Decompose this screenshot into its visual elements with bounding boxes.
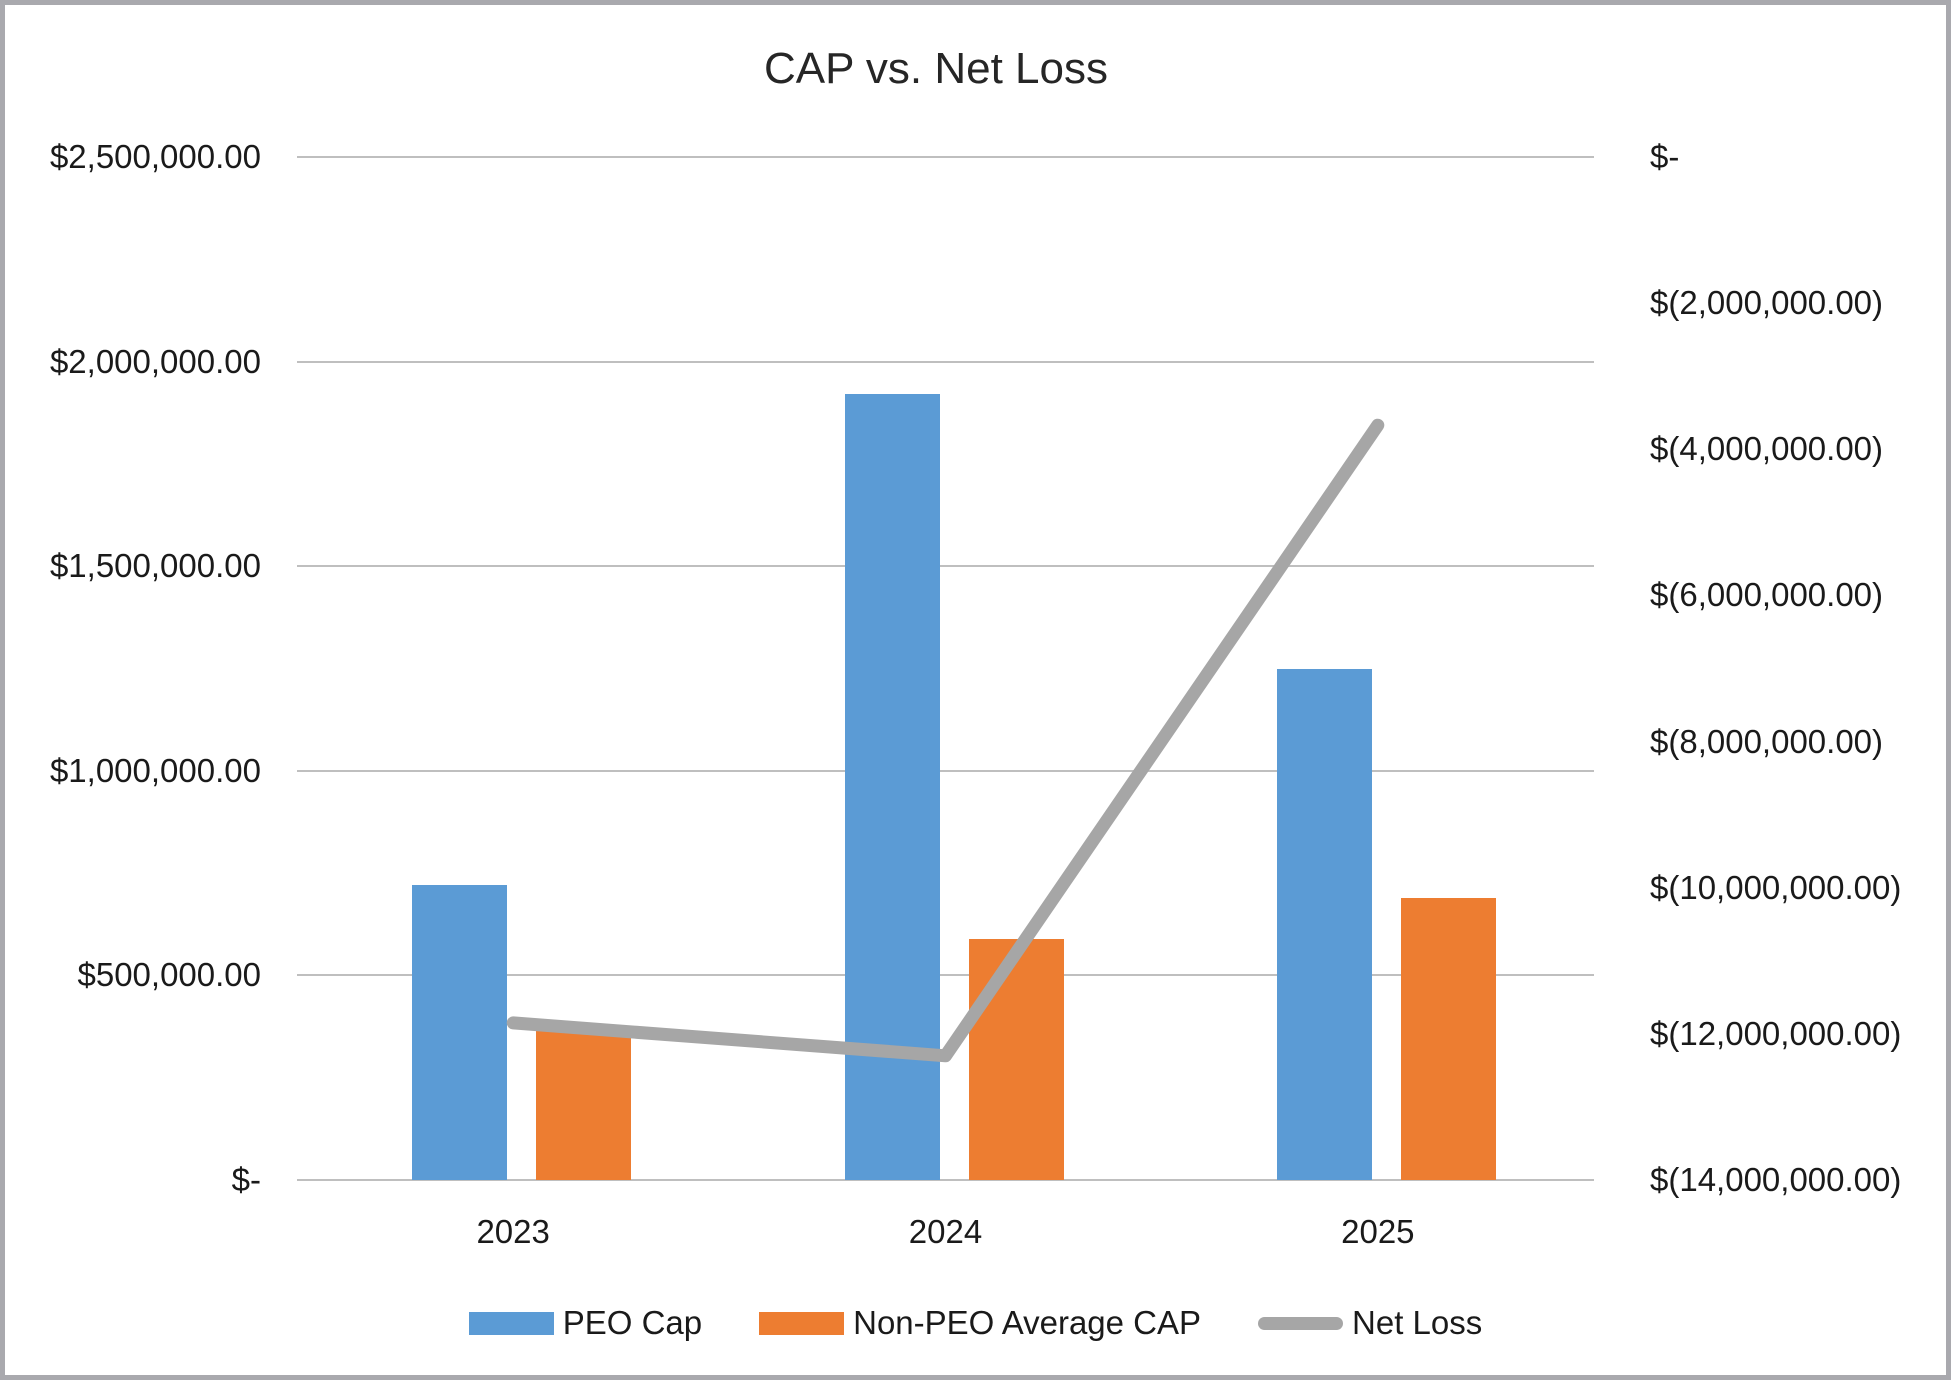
right-axis-tick-label: $(14,000,000.00) [1650, 1161, 1902, 1198]
gridline [297, 974, 1594, 977]
bar-non-peo-average-cap-2023 [536, 1028, 632, 1180]
legend: PEO Cap Non-PEO Average CAP Net Loss [5, 1298, 1946, 1348]
x-axis-label: 2024 [908, 1213, 983, 1250]
gridline [297, 1179, 1594, 1181]
legend-item-net-loss: Net Loss [1258, 1303, 1482, 1343]
legend-swatch-bar [759, 1311, 845, 1335]
gridline [297, 769, 1594, 772]
right-axis-tick-label: $(2,000,000.00) [1650, 284, 1884, 322]
bar-non-peo-average-cap-2025 [1400, 897, 1496, 1180]
right-axis-tick-label: $(8,000,000.00) [1650, 722, 1884, 760]
gridline [297, 156, 1594, 158]
net-loss-line [506, 418, 1385, 1063]
chart-title: CAP vs. Net Loss [764, 44, 1108, 93]
right-axis-tick-label: $(6,000,000.00) [1650, 576, 1884, 614]
gridline [297, 360, 1594, 363]
bar-peo-cap-2025 [1276, 668, 1372, 1180]
legend-swatch-line [1258, 1316, 1344, 1330]
left-axis-tick-label: $1,500,000.00 [49, 547, 261, 585]
left-axis-tick-label: $2,000,000.00 [49, 342, 261, 380]
legend-label: PEO Cap [562, 1304, 703, 1341]
net-loss-line-path [506, 418, 1385, 1063]
plot-area [297, 156, 1594, 1181]
x-axis-label: 2025 [1341, 1213, 1415, 1250]
bar-peo-cap-2023 [412, 885, 508, 1180]
right-axis-tick-label: $(10,000,000.00) [1650, 868, 1902, 906]
right-axis-tick-label: $(4,000,000.00) [1650, 430, 1884, 468]
x-axis-label: 2023 [476, 1213, 550, 1250]
left-axis-tick-label: $500,000.00 [77, 956, 261, 994]
legend-item-peo-cap: PEO Cap [468, 1303, 703, 1343]
bar-non-peo-average-cap-2024 [968, 938, 1064, 1180]
left-axis-tick-label: $2,500,000.00 [49, 138, 261, 175]
legend-swatch-bar [468, 1311, 554, 1335]
legend-label: Net Loss [1352, 1304, 1483, 1341]
legend-label: Non-PEO Average CAP [853, 1304, 1202, 1341]
left-axis-tick-label: $1,000,000.00 [49, 751, 261, 789]
legend-item-non-peo-average-cap: Non-PEO Average CAP [759, 1303, 1201, 1343]
gridline [297, 565, 1594, 568]
left-axis-tick-label: $- [231, 1161, 261, 1198]
right-axis-tick-label: $(12,000,000.00) [1650, 1014, 1902, 1052]
right-axis-tick-label: $- [1650, 138, 1680, 175]
